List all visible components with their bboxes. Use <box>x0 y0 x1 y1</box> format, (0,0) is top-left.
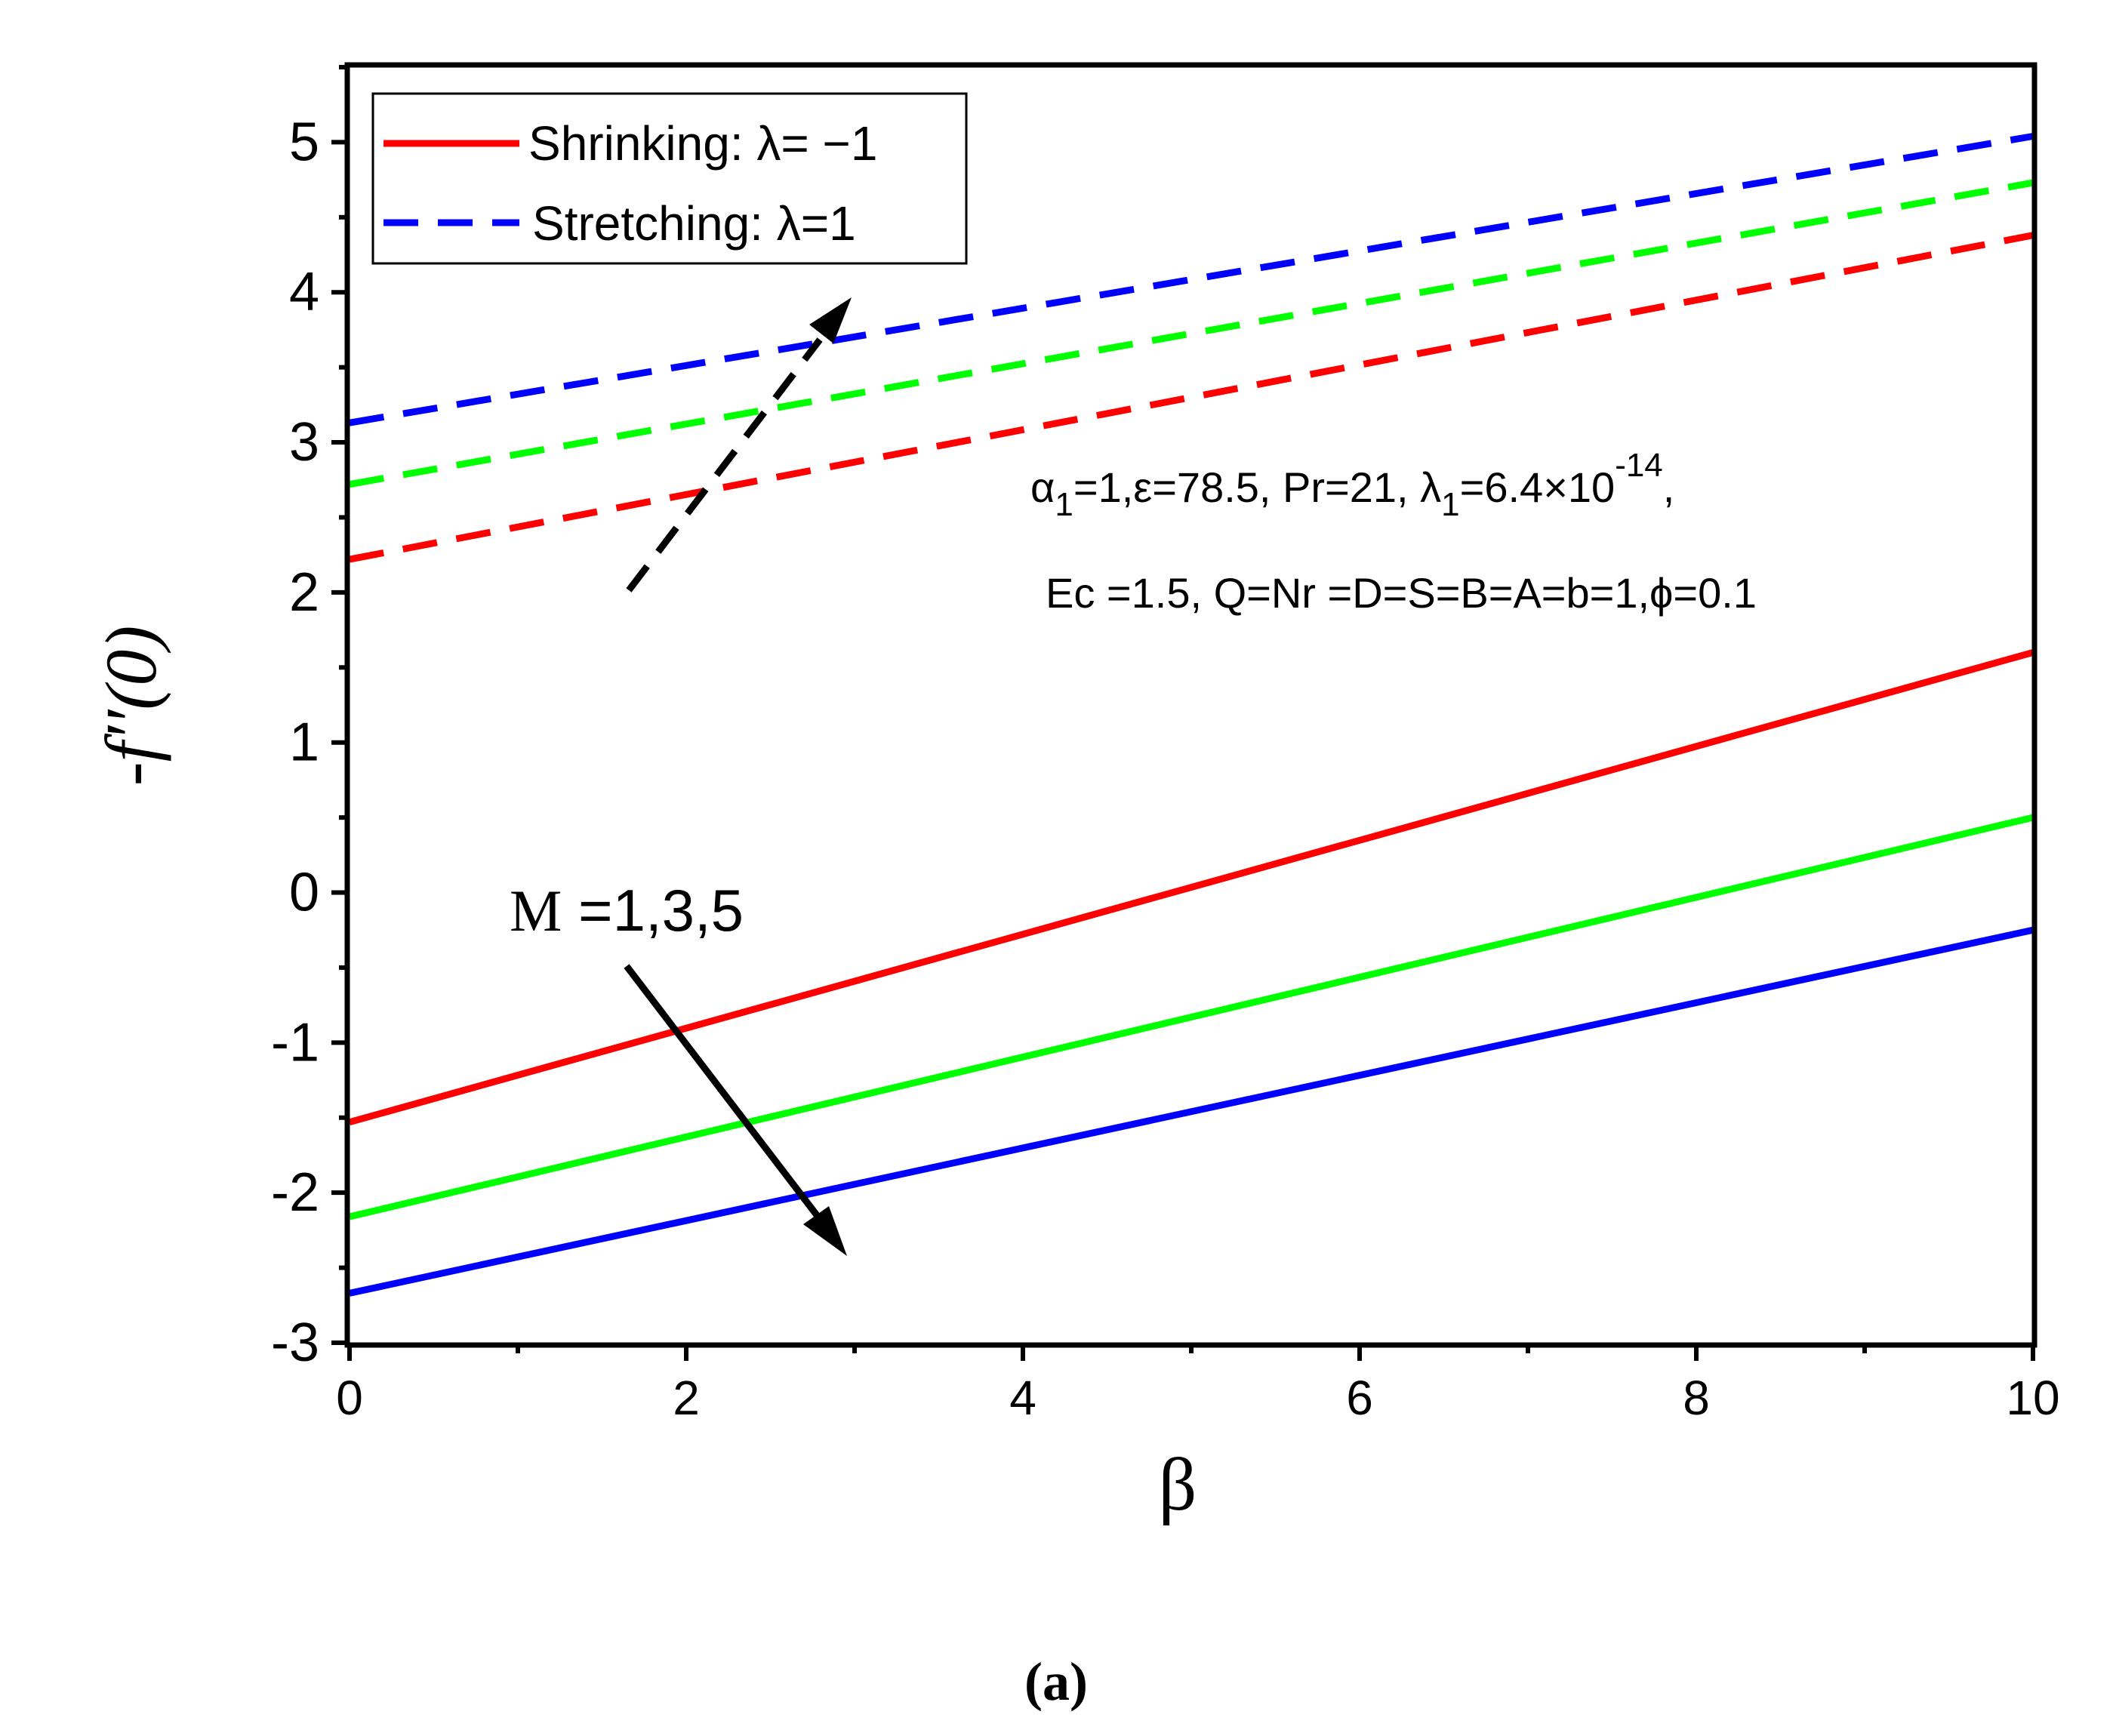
y-axis-label: -f′′(0) <box>91 626 171 786</box>
params-line-2: Ec =1.5, Q=Nr =D=S=B=A=b=1,ϕ=0.1 <box>1046 569 1757 617</box>
y-tick-label-7: 4 <box>289 262 319 322</box>
params-alpha-sub: 1 <box>1055 486 1073 523</box>
params-exp: -14 <box>1615 447 1663 484</box>
m-label-symbol: M <box>510 878 562 943</box>
legend: Shrinking: λ= −1 Stretching: λ=1 <box>371 92 968 265</box>
x-tick-label-2: 4 <box>1009 1371 1036 1425</box>
y-tick-label-8: 5 <box>289 112 319 172</box>
params-alpha: α <box>1030 463 1055 511</box>
params-lambda: λ <box>1420 463 1441 511</box>
legend-label-shrinking: Shrinking: λ= −1 <box>528 116 878 171</box>
y-tick-label-4: 1 <box>289 713 319 773</box>
x-tick-label-5: 10 <box>2006 1371 2059 1425</box>
series-line-0 <box>349 232 2034 563</box>
params-lambda-sub: 1 <box>1441 486 1459 523</box>
series-line-3 <box>348 649 2034 1126</box>
x-tick-label-0: 0 <box>336 1371 363 1425</box>
figure-caption: (a) <box>1024 1651 1088 1712</box>
x-tick-label-1: 2 <box>673 1371 700 1425</box>
legend-label-stretching: Stretching: λ=1 <box>532 196 856 251</box>
x-tick-label-3: 6 <box>1346 1371 1373 1425</box>
params-tail: , <box>1663 463 1675 511</box>
legend-box <box>371 92 968 265</box>
plot-frame <box>344 62 2038 1348</box>
arrow-dashed-up <box>626 297 852 593</box>
params-mid: =1,ε=78.5, Pr=21, <box>1073 463 1420 511</box>
y-tick-label-2: -1 <box>271 1012 319 1073</box>
params-line-1: α1=1,ε=78.5, Pr=21, λ1=6.4×10-14, <box>1030 447 1674 523</box>
arrow-solid-down <box>624 964 847 1256</box>
tick-labels: 0 2 4 6 8 10 -3 -2 -1 0 1 2 3 4 5 <box>271 112 2060 1425</box>
series-line-5 <box>349 926 2034 1297</box>
y-tick-label-3: 0 <box>289 863 319 923</box>
x-tick-label-4: 8 <box>1683 1371 1710 1425</box>
series-layer <box>348 133 2034 1297</box>
m-label: M =1,3,5 <box>510 877 744 943</box>
params-value: =6.4×10 <box>1460 463 1616 511</box>
x-axis-label: β <box>1159 1442 1197 1526</box>
series-line-2 <box>349 133 2034 426</box>
m-label-values: =1,3,5 <box>562 877 744 943</box>
y-tick-label-6: 3 <box>289 412 319 472</box>
y-tick-label-0: -3 <box>271 1313 319 1373</box>
series-line-1 <box>349 179 2034 488</box>
y-tick-label-1: -2 <box>271 1162 319 1223</box>
series-line-4 <box>348 814 2034 1220</box>
y-tick-label-5: 2 <box>289 562 319 623</box>
